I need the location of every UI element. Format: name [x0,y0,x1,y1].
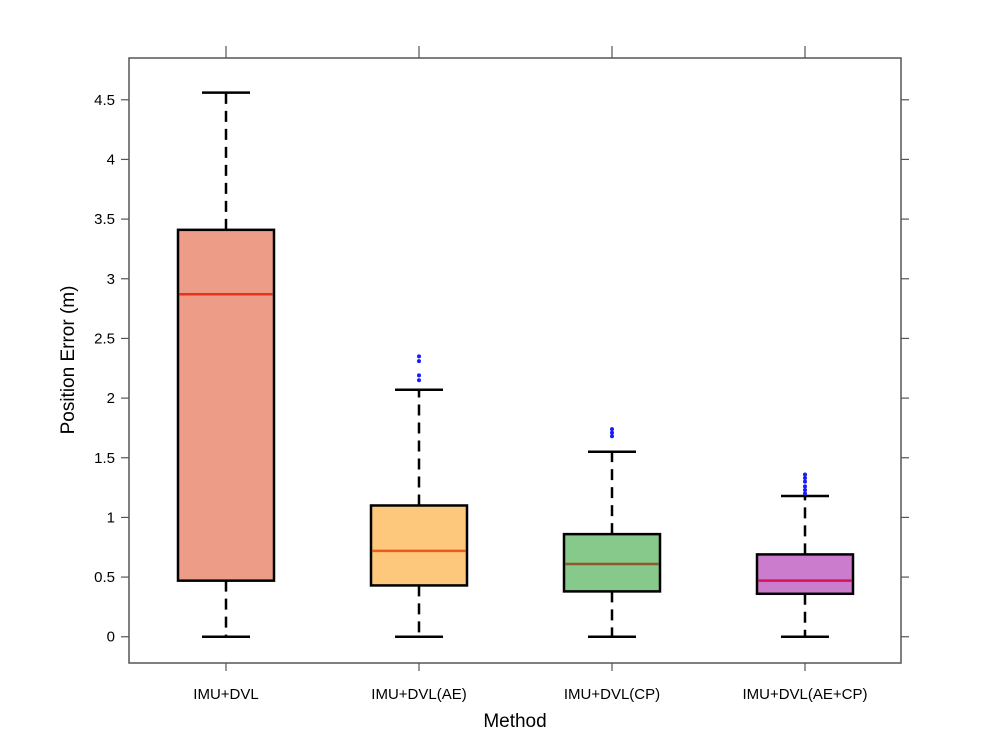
y-tick-label: 3.5 [94,211,115,228]
iqr-box [369,504,469,587]
y-tick-label: 0.5 [94,569,115,586]
outlier-point [803,472,807,477]
iqr-box [755,553,855,596]
box-2 [369,354,469,638]
x-tick-label: IMU+DVL [193,686,258,703]
outlier-point [610,427,614,432]
y-tick-label: 3 [107,271,115,288]
y-tick-label: 0 [107,629,115,646]
iqr-box [176,228,276,582]
x-tick-label: IMU+DVL(AE) [371,686,466,703]
outlier-point [417,378,421,383]
y-tick-label: 4.5 [94,92,115,109]
box-4 [755,472,855,638]
outlier-point [610,434,614,439]
x-axis-title: Method [483,711,546,732]
outlier-point [803,484,807,489]
y-axis-title: Position Error (m) [58,286,79,435]
outlier-point [803,487,807,492]
plot-frame [128,57,902,664]
outlier-point [417,359,421,364]
y-tick-label: 2 [107,390,115,407]
x-tick-label: IMU+DVL(CP) [564,686,660,703]
box-3 [562,427,662,638]
y-tick-label: 2.5 [94,330,115,347]
outlier-point [803,491,807,496]
outlier-point [417,354,421,359]
box-1 [176,91,276,638]
y-tick-label: 1 [107,509,115,526]
x-tick-label: IMU+DVL(AE+CP) [742,686,867,703]
outlier-point [610,430,614,435]
chart-marks: 0 0.5 1 1.5 2 2.5 3 3.5 4 4.5 IMU+DVL IMU+DVL(AE) IM… [94,46,909,703]
y-tick-label: 1.5 [94,450,115,467]
outlier-point [803,479,807,484]
outlier-point [417,373,421,378]
y-tick-label: 4 [107,151,115,168]
outlier-point [803,476,807,481]
